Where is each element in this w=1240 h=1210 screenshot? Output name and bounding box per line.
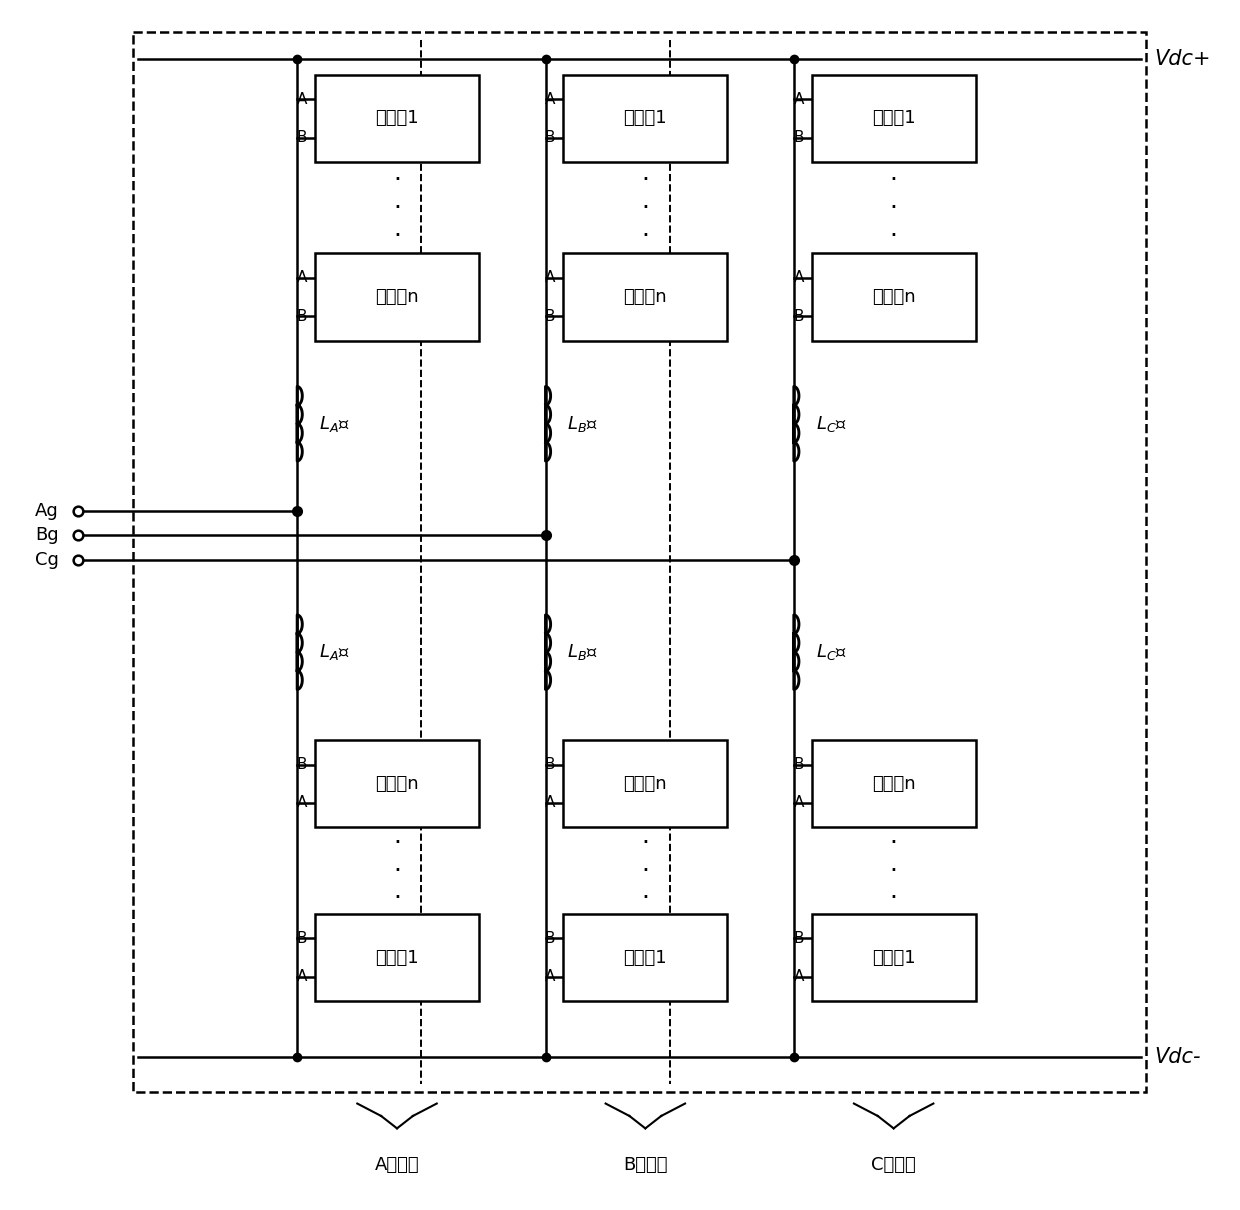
Text: $L_{C}$上: $L_{C}$上 — [816, 414, 847, 433]
Bar — [812, 75, 976, 162]
Text: B: B — [794, 131, 804, 145]
Text: 子模块n: 子模块n — [872, 774, 915, 793]
Bar — [563, 253, 728, 341]
Text: 子模块1: 子模块1 — [376, 109, 419, 127]
Bar — [812, 914, 976, 1001]
Text: A: A — [296, 270, 308, 286]
Text: ·
·
·: · · · — [393, 168, 401, 248]
Text: B: B — [296, 757, 308, 772]
Bar — [133, 31, 1147, 1091]
Text: $L_{A}$上: $L_{A}$上 — [319, 414, 350, 433]
Text: A: A — [546, 969, 556, 984]
Bar — [812, 253, 976, 341]
Text: B: B — [544, 757, 556, 772]
Text: $L_{B}$下: $L_{B}$下 — [568, 643, 598, 662]
Text: B: B — [794, 930, 804, 946]
Text: B: B — [544, 131, 556, 145]
Text: A: A — [296, 969, 308, 984]
Text: A: A — [794, 92, 804, 106]
Text: 子模块1: 子模块1 — [872, 109, 915, 127]
Text: ·
·
·: · · · — [889, 831, 898, 910]
Text: C相单元: C相单元 — [872, 1157, 916, 1174]
Text: B: B — [794, 757, 804, 772]
Text: 子模块n: 子模块n — [624, 774, 667, 793]
Text: B相单元: B相单元 — [622, 1157, 667, 1174]
Text: B: B — [296, 309, 308, 324]
Text: 子模块n: 子模块n — [376, 288, 419, 306]
Bar — [315, 75, 479, 162]
Bar — [315, 741, 479, 828]
Text: A: A — [296, 92, 308, 106]
Text: 子模块1: 子模块1 — [376, 949, 419, 967]
Text: ·
·
·: · · · — [889, 168, 898, 248]
Text: 子模块1: 子模块1 — [624, 109, 667, 127]
Text: A: A — [296, 795, 308, 811]
Bar — [563, 75, 728, 162]
Text: ·
·
·: · · · — [641, 168, 650, 248]
Text: $L_{B}$上: $L_{B}$上 — [568, 414, 598, 433]
Text: ·
·
·: · · · — [393, 831, 401, 910]
Text: Ag: Ag — [35, 502, 58, 519]
Text: Bg: Bg — [35, 526, 58, 544]
Text: ·
·
·: · · · — [641, 831, 650, 910]
Text: $L_{A}$下: $L_{A}$下 — [319, 643, 350, 662]
Text: A: A — [546, 270, 556, 286]
Text: Vdc+: Vdc+ — [1154, 48, 1211, 69]
Text: $L_{C}$下: $L_{C}$下 — [816, 643, 847, 662]
Text: 子模块1: 子模块1 — [872, 949, 915, 967]
Text: 子模块n: 子模块n — [872, 288, 915, 306]
Text: B: B — [296, 930, 308, 946]
Bar — [563, 741, 728, 828]
Text: A: A — [546, 795, 556, 811]
Text: A: A — [546, 92, 556, 106]
Text: B: B — [296, 131, 308, 145]
Text: A: A — [794, 795, 804, 811]
Text: Cg: Cg — [35, 552, 58, 570]
Text: B: B — [544, 309, 556, 324]
Text: A: A — [794, 969, 804, 984]
Text: Vdc-: Vdc- — [1154, 1047, 1200, 1067]
Bar — [315, 253, 479, 341]
Bar — [812, 741, 976, 828]
Text: 子模块n: 子模块n — [376, 774, 419, 793]
Text: 子模块n: 子模块n — [624, 288, 667, 306]
Text: 子模块1: 子模块1 — [624, 949, 667, 967]
Text: A相单元: A相单元 — [374, 1157, 419, 1174]
Text: A: A — [794, 270, 804, 286]
Bar — [315, 914, 479, 1001]
Bar — [563, 914, 728, 1001]
Text: B: B — [794, 309, 804, 324]
Text: B: B — [544, 930, 556, 946]
